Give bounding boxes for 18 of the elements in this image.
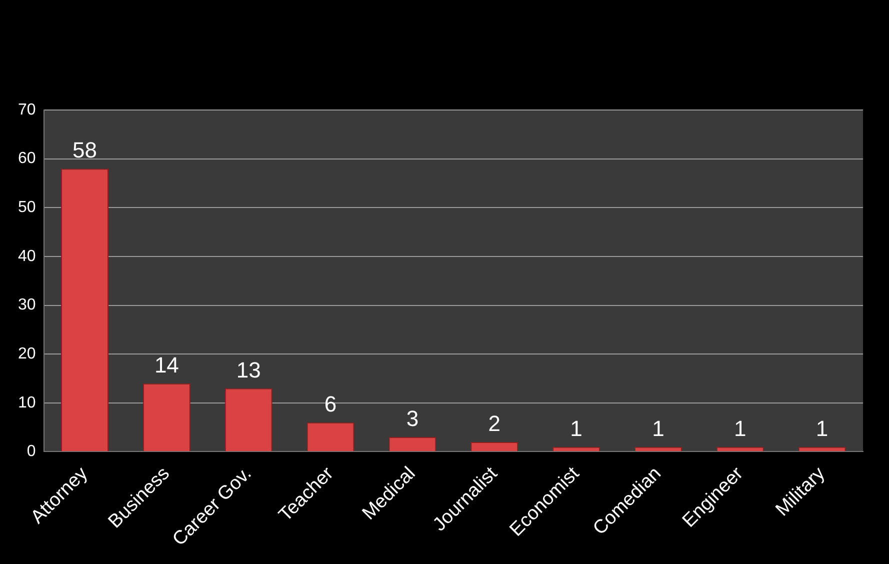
- data-label: 2: [488, 411, 500, 436]
- y-tick-label: 60: [18, 150, 36, 168]
- data-label: 1: [570, 416, 582, 441]
- data-label: 1: [652, 416, 664, 441]
- y-tick-label: 70: [18, 101, 36, 118]
- y-tick-label: 10: [18, 394, 36, 412]
- y-tick-label: 30: [18, 296, 36, 314]
- data-label: 6: [324, 391, 337, 416]
- data-label: 1: [734, 416, 746, 441]
- data-label: 1: [816, 416, 828, 441]
- data-label: 58: [72, 138, 97, 163]
- data-label: 13: [236, 357, 261, 382]
- data-label: 3: [406, 406, 419, 432]
- y-tick-label: 20: [18, 345, 36, 362]
- data-label: 14: [154, 352, 179, 378]
- y-tick-label: 0: [26, 443, 36, 460]
- y-tick-label: 40: [18, 248, 36, 265]
- y-tick-label: 50: [18, 199, 36, 216]
